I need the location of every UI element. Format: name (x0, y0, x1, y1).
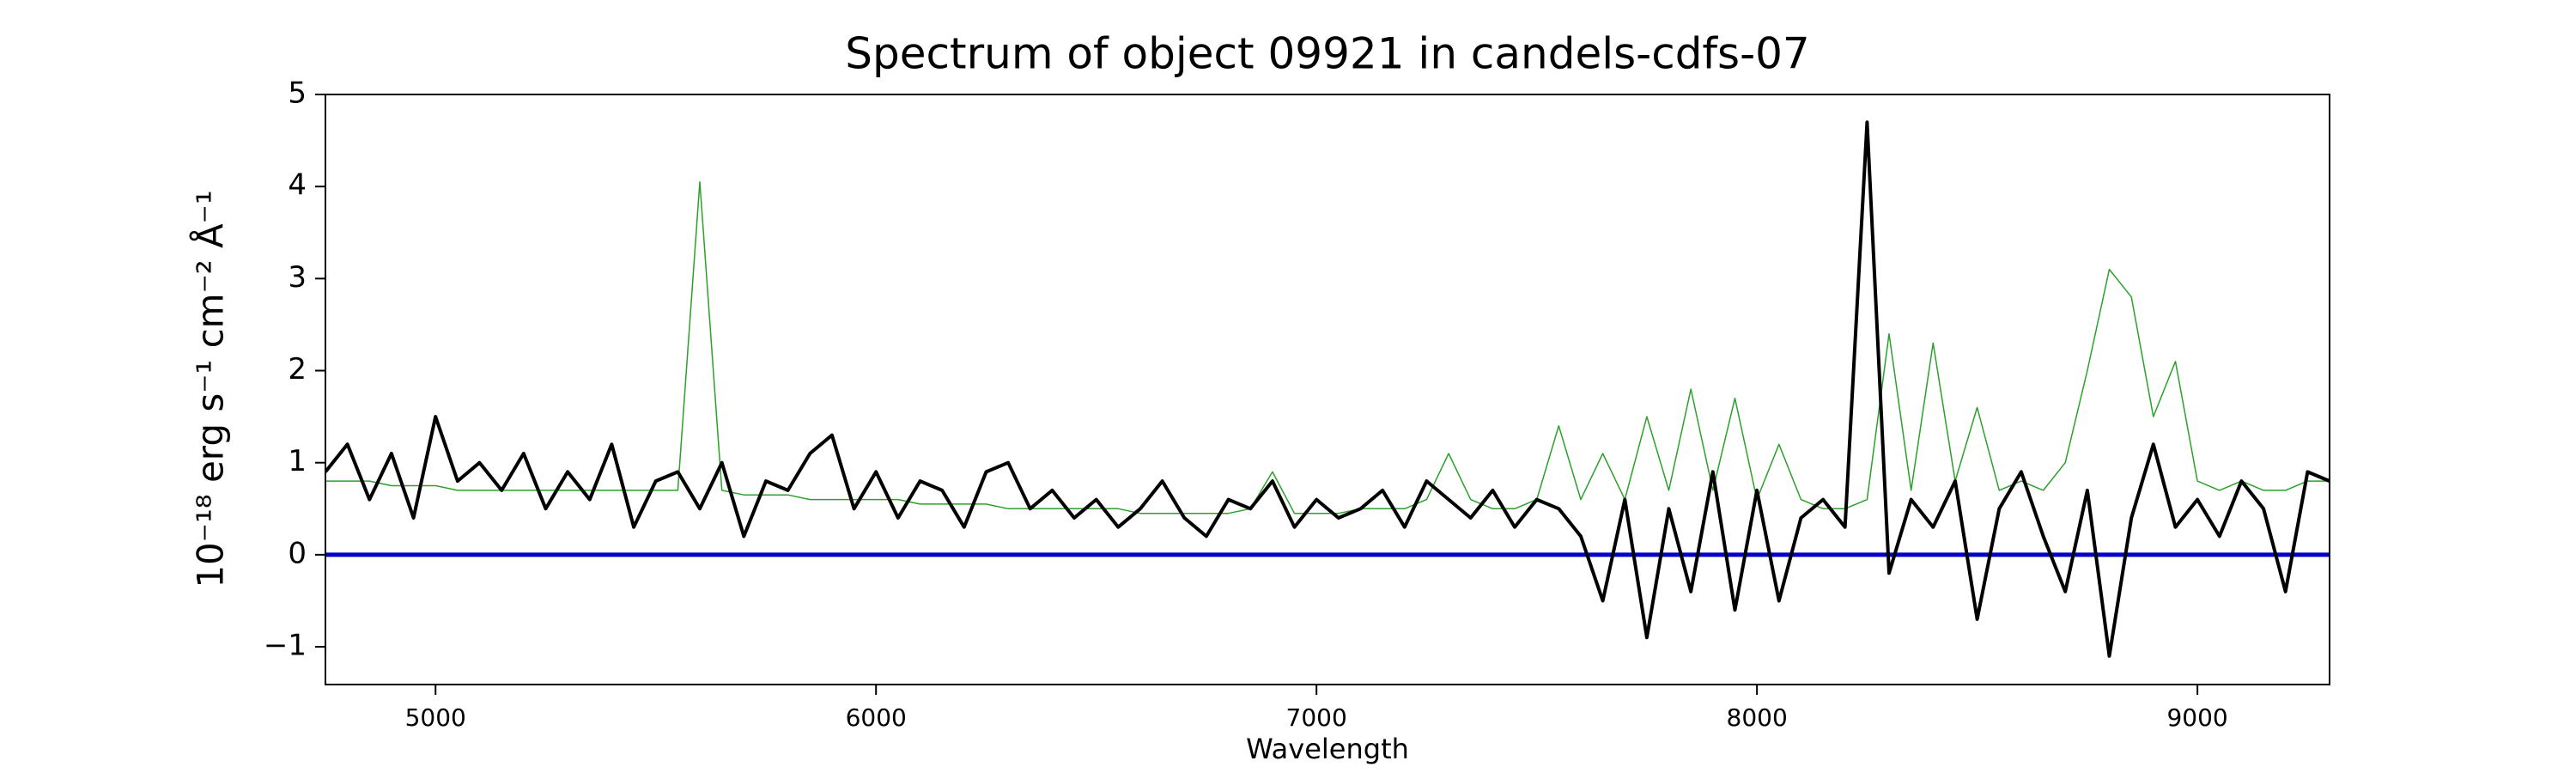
x-axis-label: Wavelength (1246, 733, 1409, 765)
y-tick-label: 1 (288, 444, 307, 478)
y-tick-label: 0 (288, 536, 307, 570)
y-tick-label: 4 (288, 168, 307, 203)
x-tick-label: 7000 (1286, 703, 1347, 732)
y-axis-label: 10⁻¹⁸ erg s⁻¹ cm⁻² Å⁻¹ (189, 190, 232, 587)
y-tick-label: 3 (288, 260, 307, 295)
y-tick-label: 2 (288, 352, 307, 386)
x-tick-label: 5000 (405, 703, 466, 732)
y-tick-label: −1 (264, 629, 307, 663)
chart-title: Spectrum of object 09921 in candels-cdfs… (845, 29, 1810, 79)
x-tick-label: 8000 (1727, 703, 1788, 732)
y-tick-label: 5 (288, 76, 307, 111)
x-tick-label: 9000 (2166, 703, 2227, 732)
plot-frame (325, 94, 2330, 685)
series-line (325, 181, 2330, 514)
series-line (325, 120, 2330, 658)
x-tick-label: 6000 (846, 703, 907, 732)
